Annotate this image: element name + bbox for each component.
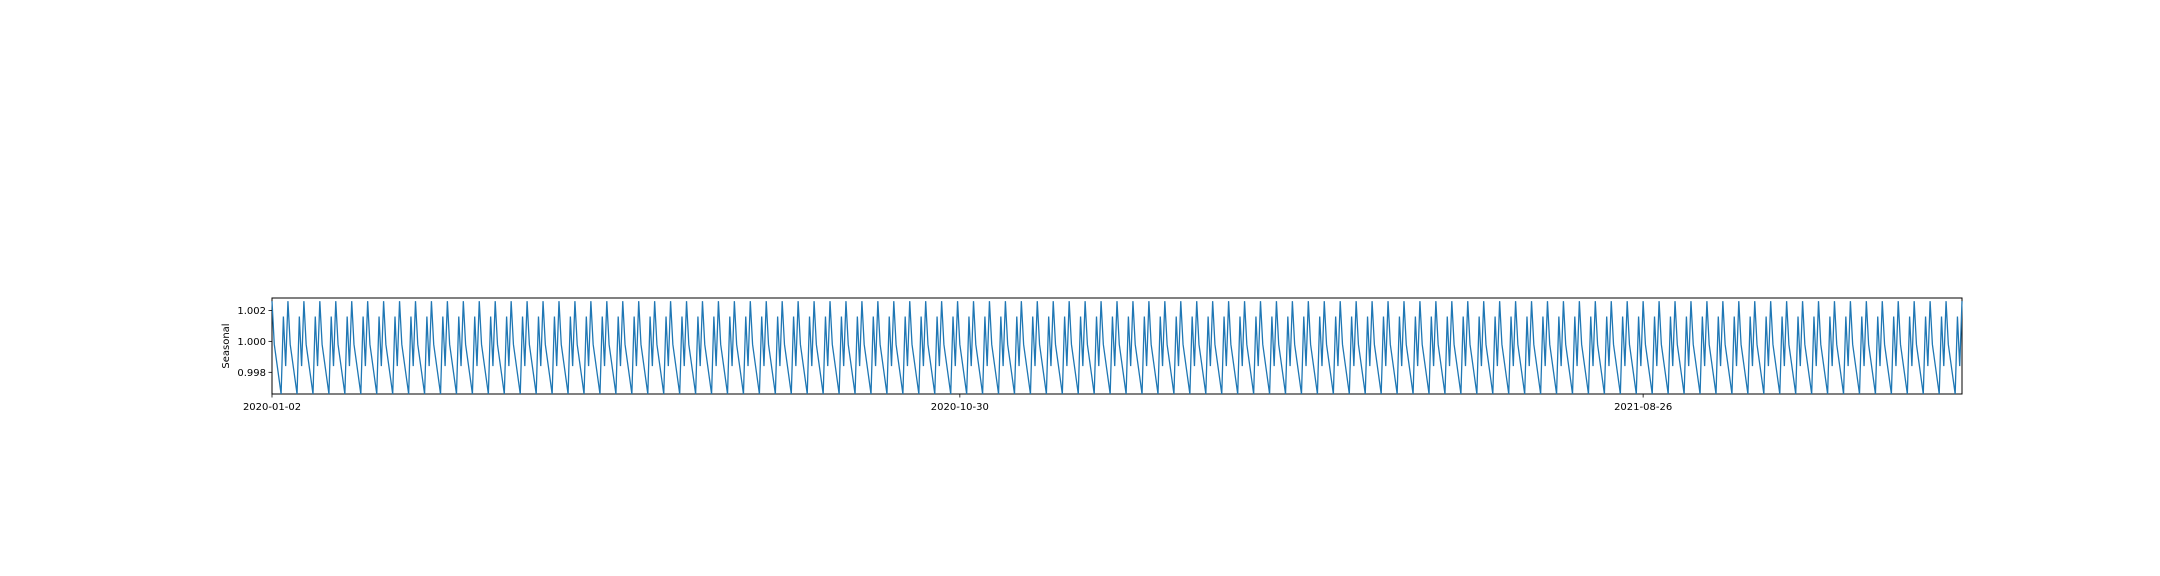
x-tick-label: 2020-10-30 [931,402,989,413]
seasonal-series-line [271,301,1963,395]
x-tick-label: 2021-08-26 [1614,402,1672,413]
y-tick-label: 0.998 [237,368,266,379]
plot-area [271,297,1963,395]
x-axis: 2020-01-02 2020-10-30 2021-08-26 [243,394,1672,413]
y-axis: 0.998 1.000 1.002 [237,306,272,379]
x-tick-label: 2020-01-02 [243,402,301,413]
y-tick-label: 1.002 [237,306,266,317]
y-axis-label: Seasonal [221,323,232,368]
plot-frame [271,297,1963,395]
y-tick-label: 1.000 [237,337,266,348]
